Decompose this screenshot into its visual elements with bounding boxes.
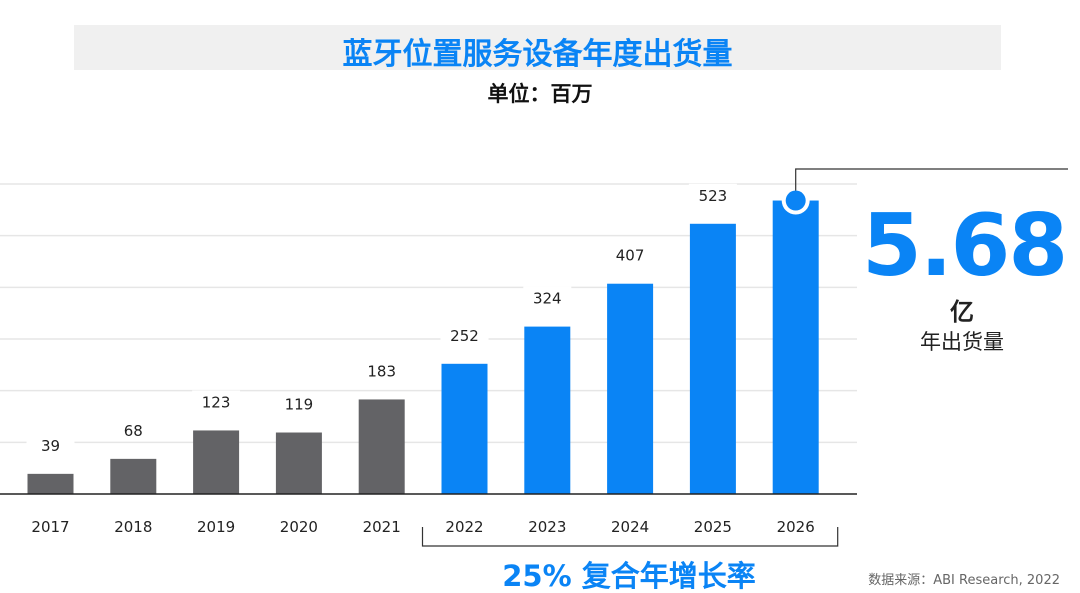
data-label-2018: 68 xyxy=(124,422,143,440)
x-tick-2022: 2022 xyxy=(445,518,483,536)
data-label-bg xyxy=(26,433,75,456)
data-label-2024: 407 xyxy=(616,247,645,265)
title-bar: 蓝牙位置服务设备年度出货量 xyxy=(74,25,1001,72)
highlight-caption: 年出货量 xyxy=(920,330,1004,354)
data-label-bg xyxy=(688,183,737,206)
bar-2018 xyxy=(110,458,157,494)
x-tick-2023: 2023 xyxy=(528,518,566,536)
data-label-2023: 324 xyxy=(533,290,562,308)
highlight-value: 5.68 xyxy=(862,196,1068,296)
data-label-2025: 523 xyxy=(699,187,728,205)
cagr-label: 25% 复合年增长率 xyxy=(502,559,756,593)
bar-2026 xyxy=(772,200,819,495)
x-tick-2019: 2019 xyxy=(197,518,235,536)
chart-title: 蓝牙位置服务设备年度出货量 xyxy=(342,37,733,72)
highlight-unit: 亿 xyxy=(950,298,974,326)
data-label-bg xyxy=(192,390,241,413)
unit-label: 单位：百万 xyxy=(487,82,593,106)
data-label-2022: 252 xyxy=(450,327,479,345)
bar-2022 xyxy=(441,363,488,494)
bar-2020 xyxy=(275,432,322,494)
source-note: 数据来源：ABI Research, 2022 xyxy=(868,573,1060,588)
data-label-2017: 39 xyxy=(41,437,60,455)
data-label-bg xyxy=(109,418,158,441)
marker-dot xyxy=(785,190,806,211)
x-tick-2026: 2026 xyxy=(777,518,815,536)
data-label-bg xyxy=(523,286,572,309)
cagr-bracket xyxy=(421,527,839,547)
data-label-2021: 183 xyxy=(367,362,396,380)
bar-2021 xyxy=(358,399,405,494)
data-label-bg xyxy=(606,243,655,266)
x-tick-2024: 2024 xyxy=(611,518,649,536)
bar-2025 xyxy=(689,223,736,495)
x-tick-2025: 2025 xyxy=(694,518,732,536)
bar-2023 xyxy=(524,326,571,494)
data-label-bg xyxy=(357,359,406,382)
bar-2017 xyxy=(27,473,74,494)
data-label-bg xyxy=(440,323,489,346)
data-label-2019: 123 xyxy=(202,393,231,411)
data-label-2020: 119 xyxy=(285,396,314,414)
data-label-bg xyxy=(274,392,323,415)
x-tick-2021: 2021 xyxy=(363,518,401,536)
callout-line xyxy=(795,168,1068,191)
bar-2019 xyxy=(193,430,240,494)
x-tick-2017: 2017 xyxy=(31,518,69,536)
x-tick-2020: 2020 xyxy=(280,518,318,536)
bar-2024 xyxy=(607,283,654,494)
x-tick-2018: 2018 xyxy=(114,518,152,536)
